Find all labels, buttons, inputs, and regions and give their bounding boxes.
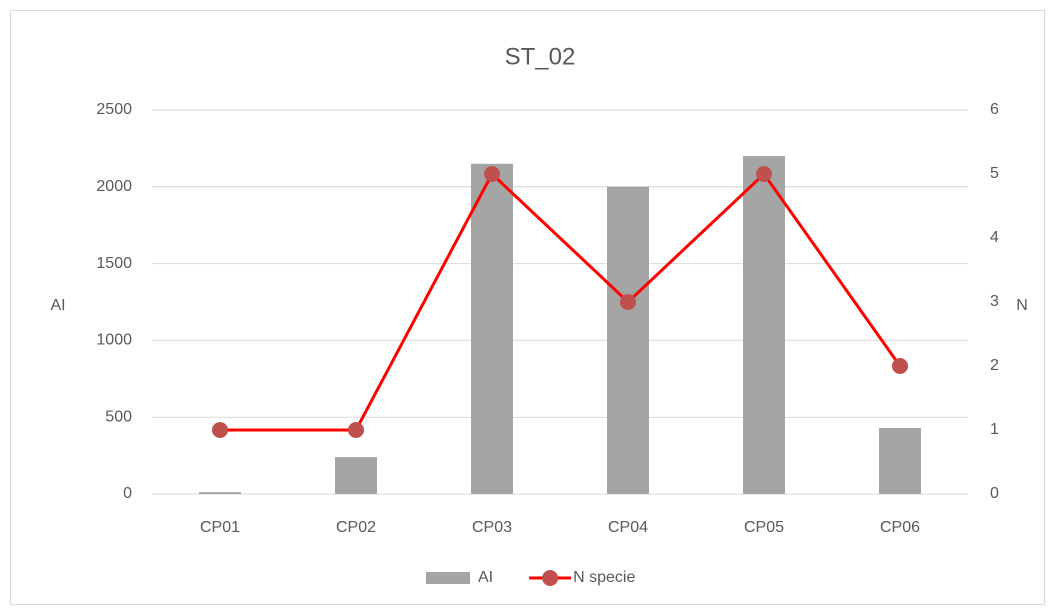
line-marker [484, 166, 500, 182]
line-marker [756, 166, 772, 182]
y-tick-label: 1000 [96, 332, 132, 349]
bar [743, 156, 785, 494]
y-tick-label: 500 [105, 408, 132, 425]
y-axis-label: AI [50, 297, 65, 314]
y2-tick-label: 6 [990, 101, 999, 118]
x-tick-label: CP01 [200, 519, 240, 536]
bar [607, 186, 649, 495]
legend-label: AI [478, 569, 493, 586]
y2-tick-label: 4 [990, 229, 999, 246]
bar [335, 457, 377, 494]
line [220, 171, 902, 432]
y-tick-label: 2000 [96, 178, 132, 195]
y2-tick-label: 5 [990, 165, 999, 182]
legend-label: N specie [573, 569, 635, 586]
legend-swatch [542, 570, 559, 586]
y-tick-label: 1500 [96, 255, 132, 272]
y2-axis-label: N [1016, 297, 1028, 314]
x-tick-label: CP02 [336, 519, 376, 536]
y-tick-label: 2500 [96, 101, 132, 118]
bar [879, 427, 921, 494]
x-tick-label: CP06 [880, 519, 920, 536]
line-marker [892, 358, 908, 374]
x-tick-label: CP03 [472, 519, 512, 536]
y2-tick-label: 1 [990, 421, 999, 438]
bar [199, 492, 241, 494]
y-tick-label: 0 [123, 485, 132, 502]
line-marker [348, 422, 364, 438]
line-marker [212, 422, 228, 438]
bar [471, 163, 513, 494]
y2-tick-label: 3 [990, 293, 999, 310]
legend-swatch [426, 572, 470, 584]
chart-title: ST_02 [505, 43, 576, 70]
y2-tick-label: 2 [990, 357, 999, 374]
x-tick-label: CP05 [744, 519, 784, 536]
chart-border [10, 10, 1045, 605]
x-tick-label: CP04 [608, 519, 648, 536]
y2-tick-label: 0 [990, 485, 999, 502]
line-marker [620, 294, 636, 310]
